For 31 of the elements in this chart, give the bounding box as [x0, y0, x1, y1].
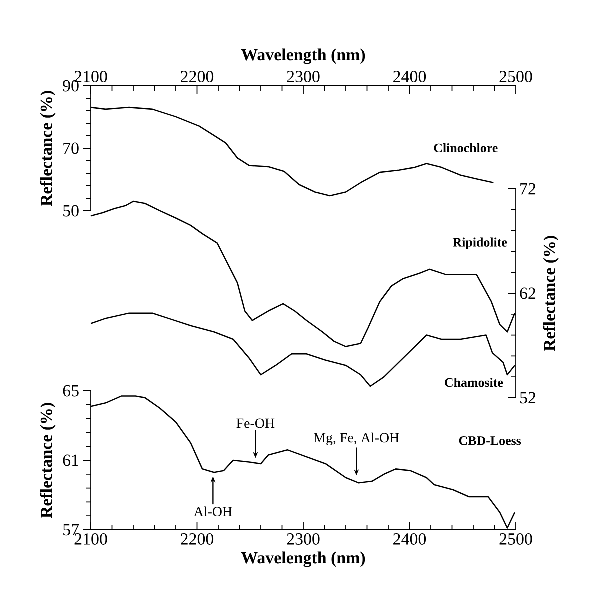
y-tick-label: 61	[63, 454, 78, 466]
annotation: Fe-OH	[236, 418, 275, 428]
y-tick-label: 70	[64, 142, 79, 154]
y-tick-label: 65	[63, 385, 79, 397]
series-label: Ripidolite	[452, 238, 508, 250]
annotation: Mg, Fe, Al-OH	[314, 432, 400, 446]
x-tick-label: 2500	[500, 534, 532, 545]
x-tick-label: 2200	[181, 71, 214, 82]
x-tick-label: 2300	[287, 71, 320, 82]
text: CBD-Loess	[459, 436, 522, 446]
y-axis-title: Reflectance (%)	[40, 403, 56, 518]
y2-tick-label: 72	[520, 183, 536, 195]
x-axis-title: Wavelength (nm)	[241, 48, 366, 64]
series-label: Clinochlore	[434, 143, 498, 153]
series-label: Chamosite	[445, 378, 504, 388]
x-tick-label: 2400	[394, 534, 426, 545]
y2-tick-label: 62	[520, 288, 536, 300]
y2-tick-label: 52	[520, 392, 536, 404]
y-axis-title: Reflectance (%)	[40, 91, 56, 206]
annotation: Al-OH	[194, 506, 232, 517]
y2-axis-title: Reflectance (%)	[543, 236, 559, 352]
x-tick-label: 2200	[181, 534, 214, 545]
y-tick-label: 90	[63, 80, 79, 92]
x-tick-label: 2100	[74, 71, 108, 82]
x-tick-label: 2500	[500, 71, 532, 82]
y-tick-label: 50	[64, 205, 79, 217]
y-tick-label: 57	[64, 524, 80, 536]
x-tick-label: 2300	[287, 534, 320, 545]
x-tick-label: 2400	[394, 71, 426, 82]
x-axis-title: Wavelength (nm)	[241, 552, 366, 568]
x-tick-label: 2100	[74, 534, 108, 545]
